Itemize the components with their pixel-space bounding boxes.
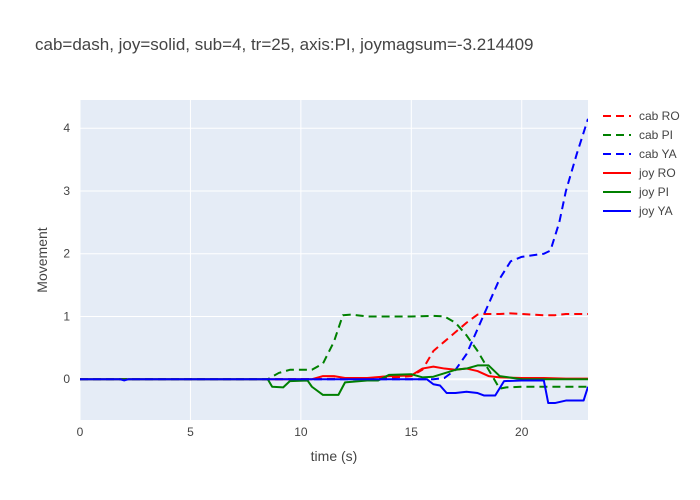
y-tick-label: 3 xyxy=(63,184,70,198)
series-line-joy-pi xyxy=(80,364,588,396)
chart-title: cab=dash, joy=solid, sub=4, tr=25, axis:… xyxy=(35,35,534,54)
legend-label: joy RO xyxy=(638,166,676,180)
plot-area xyxy=(80,100,588,420)
legend-label: cab YA xyxy=(639,147,677,161)
y-tick-label: 4 xyxy=(63,121,70,135)
x-axis-title: time (s) xyxy=(311,448,358,464)
legend-item-joy-pi[interactable]: joy PI xyxy=(603,185,669,199)
legend-label: joy PI xyxy=(638,185,669,199)
tick-labels: 0 5 10 15 20 0 1 2 3 4 xyxy=(63,121,528,439)
legend: cab RO cab PI cab YA joy RO joy PI joy YA xyxy=(603,109,680,218)
series-line-joy-ya xyxy=(80,378,588,405)
legend-label: cab RO xyxy=(639,109,680,123)
y-tick-label: 0 xyxy=(63,372,70,386)
y-tick-label: 1 xyxy=(63,309,70,323)
legend-item-joy-ya[interactable]: joy YA xyxy=(603,204,673,218)
legend-item-cab-ro[interactable]: cab RO xyxy=(603,109,680,123)
legend-label: cab PI xyxy=(639,128,673,142)
x-tick-label: 10 xyxy=(294,425,308,439)
legend-label: joy YA xyxy=(638,204,673,218)
x-tick-label: 0 xyxy=(77,425,84,439)
series-layer xyxy=(80,118,588,405)
y-axis-title: Movement xyxy=(34,227,50,292)
x-tick-label: 5 xyxy=(187,425,194,439)
series-line-cab-pi xyxy=(80,313,588,390)
legend-item-cab-pi[interactable]: cab PI xyxy=(603,128,673,142)
y-tick-label: 2 xyxy=(63,247,70,261)
legend-item-cab-ya[interactable]: cab YA xyxy=(603,147,677,161)
series-line-cab-ro xyxy=(80,312,588,381)
legend-item-joy-ro[interactable]: joy RO xyxy=(603,166,676,180)
x-tick-label: 20 xyxy=(515,425,529,439)
x-tick-label: 15 xyxy=(405,425,419,439)
